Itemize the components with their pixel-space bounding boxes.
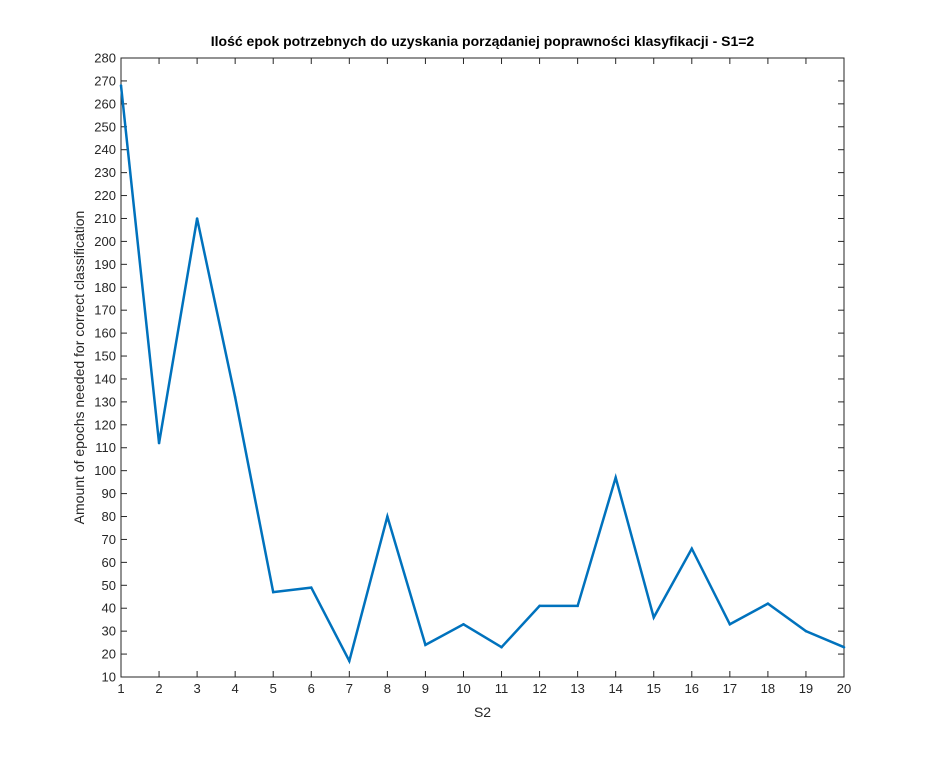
data-point <box>652 616 655 619</box>
axes-box <box>120 57 845 678</box>
x-tick-label: 8 <box>384 681 391 696</box>
y-tick-label: 90 <box>102 486 116 501</box>
data-point <box>614 476 617 479</box>
y-tick-label: 180 <box>94 280 116 295</box>
x-tick-label: 4 <box>232 681 239 696</box>
data-point <box>766 602 770 605</box>
data-point <box>157 441 161 445</box>
y-tick-label: 280 <box>94 51 116 66</box>
x-tick-label: 18 <box>761 681 775 696</box>
data-point <box>538 604 541 608</box>
x-tick-label: 1 <box>117 681 124 696</box>
y-tick-label: 230 <box>94 165 116 180</box>
x-tick-label: 13 <box>570 681 584 696</box>
data-point <box>576 604 579 608</box>
data-point <box>500 645 503 649</box>
chart-title: Ilość epok potrzebnych do uzyskania porz… <box>211 33 755 49</box>
x-tick-label: 5 <box>270 681 277 696</box>
y-tick-label: 160 <box>94 326 116 341</box>
y-tick-label: 10 <box>102 670 116 685</box>
y-tick-label: 80 <box>102 509 116 524</box>
x-tick-label: 11 <box>495 681 509 696</box>
x-tick-label: 9 <box>422 681 429 696</box>
y-tick-label: 30 <box>102 624 116 639</box>
x-tick-label: 20 <box>837 681 851 696</box>
x-tick-label: 14 <box>608 681 622 696</box>
y-tick-label: 120 <box>94 417 116 432</box>
y-tick-label: 240 <box>94 142 116 157</box>
data-point <box>462 623 465 626</box>
x-tick-label: 17 <box>723 681 737 696</box>
plot-area: 1 2 3 4 5 6 7 8 9 10 11 12 13 14 15 16 17 18 19 20102030405… <box>94 51 851 697</box>
x-tick-label: 2 <box>155 681 162 696</box>
x-tick-label: 3 <box>193 681 200 696</box>
y-tick-label: 100 <box>94 463 116 478</box>
x-tick-label: 16 <box>685 681 699 696</box>
y-tick-label: 110 <box>95 440 116 455</box>
data-point <box>119 84 123 87</box>
x-tick-label: 6 <box>308 681 315 696</box>
y-tick-label: 150 <box>94 349 116 364</box>
series-line-1 <box>119 85 845 665</box>
y-tick-label: 270 <box>94 73 116 88</box>
x-axis-title: S2 <box>474 704 491 720</box>
data-point <box>348 659 351 663</box>
data-point <box>804 629 808 633</box>
data-point <box>424 643 427 647</box>
data-point <box>842 645 846 649</box>
y-tick-label: 170 <box>94 303 116 318</box>
y-tick-label: 40 <box>102 601 116 616</box>
y-tick-label: 190 <box>94 257 116 272</box>
y-tick-label: 130 <box>94 394 116 409</box>
x-tick-label: 12 <box>532 681 546 696</box>
y-tick-label: 70 <box>102 532 116 547</box>
data-point <box>310 586 313 589</box>
y-tick-label: 210 <box>94 211 116 226</box>
x-tick-label: 15 <box>647 681 661 696</box>
y-tick-label: 140 <box>94 371 116 386</box>
data-point <box>728 623 732 626</box>
y-tick-label: 50 <box>102 578 116 593</box>
data-point <box>271 590 275 594</box>
data-point <box>195 217 199 220</box>
y-tick-label: 250 <box>94 119 116 134</box>
x-tick-label: 19 <box>799 681 813 696</box>
y-tick-label: 20 <box>102 647 116 662</box>
x-tick-label: 10 <box>456 681 470 696</box>
data-point <box>233 396 237 399</box>
y-tick-label: 200 <box>94 234 116 249</box>
y-tick-label: 60 <box>102 555 116 570</box>
data-point <box>690 547 694 550</box>
data-point <box>386 515 389 518</box>
y-axis-title: Amount of epochs needed for correct clas… <box>71 211 87 525</box>
x-tick-label: 7 <box>346 681 353 696</box>
y-tick-label: 260 <box>94 96 116 111</box>
y-tick-label: 220 <box>94 188 116 203</box>
